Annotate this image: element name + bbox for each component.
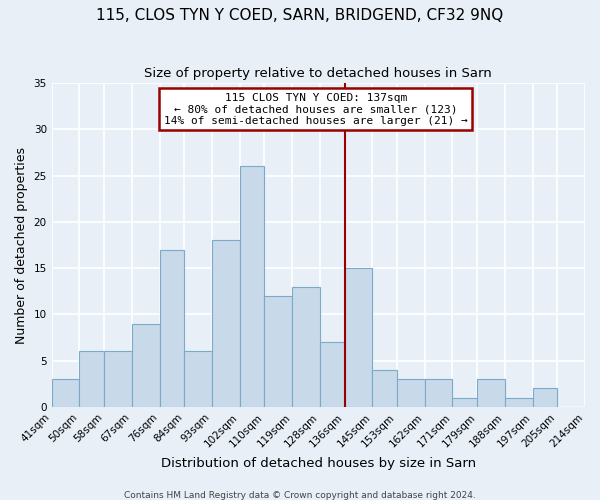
Bar — [104, 352, 132, 407]
Bar — [160, 250, 184, 407]
Bar — [212, 240, 240, 407]
Bar — [132, 324, 160, 407]
X-axis label: Distribution of detached houses by size in Sarn: Distribution of detached houses by size … — [161, 457, 476, 470]
Bar — [52, 379, 79, 407]
Bar — [505, 398, 533, 407]
Text: Contains HM Land Registry data © Crown copyright and database right 2024.: Contains HM Land Registry data © Crown c… — [124, 490, 476, 500]
Title: Size of property relative to detached houses in Sarn: Size of property relative to detached ho… — [145, 68, 492, 80]
Bar — [265, 296, 292, 407]
Text: 115 CLOS TYN Y COED: 137sqm
← 80% of detached houses are smaller (123)
14% of se: 115 CLOS TYN Y COED: 137sqm ← 80% of det… — [164, 93, 467, 126]
Bar — [372, 370, 397, 407]
Bar — [397, 379, 425, 407]
Bar — [184, 352, 212, 407]
Bar — [292, 286, 320, 407]
Bar — [533, 388, 557, 407]
Y-axis label: Number of detached properties: Number of detached properties — [15, 146, 28, 344]
Text: 115, CLOS TYN Y COED, SARN, BRIDGEND, CF32 9NQ: 115, CLOS TYN Y COED, SARN, BRIDGEND, CF… — [97, 8, 503, 22]
Bar — [320, 342, 344, 407]
Bar — [425, 379, 452, 407]
Bar — [477, 379, 505, 407]
Bar — [452, 398, 477, 407]
Bar — [79, 352, 104, 407]
Bar — [240, 166, 265, 407]
Bar — [344, 268, 372, 407]
